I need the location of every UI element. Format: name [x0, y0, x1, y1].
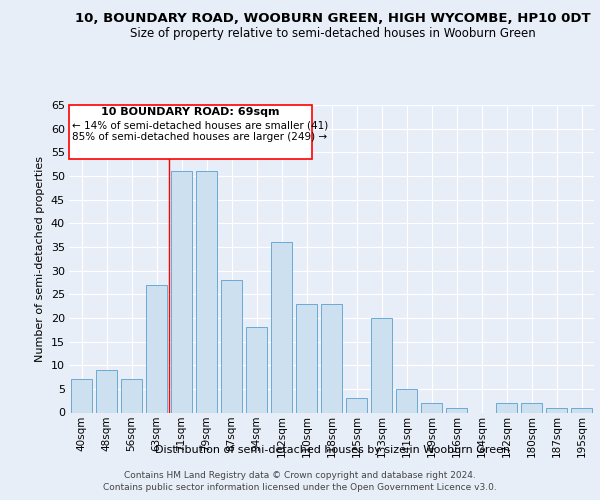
- Text: Contains HM Land Registry data © Crown copyright and database right 2024.: Contains HM Land Registry data © Crown c…: [124, 472, 476, 480]
- Bar: [421, 403, 442, 412]
- Bar: [171, 171, 192, 412]
- Text: ← 14% of semi-detached houses are smaller (41): ← 14% of semi-detached houses are smalle…: [72, 120, 328, 130]
- Text: 85% of semi-detached houses are larger (249) →: 85% of semi-detached houses are larger (…: [72, 132, 327, 142]
- Bar: [321, 304, 342, 412]
- Bar: [496, 403, 517, 412]
- Text: 10 BOUNDARY ROAD: 69sqm: 10 BOUNDARY ROAD: 69sqm: [101, 107, 280, 117]
- Bar: [546, 408, 567, 412]
- Bar: [96, 370, 117, 412]
- Text: Contains public sector information licensed under the Open Government Licence v3: Contains public sector information licen…: [103, 482, 497, 492]
- Bar: [396, 389, 417, 412]
- Bar: [71, 380, 92, 412]
- Bar: [196, 171, 217, 412]
- Text: Distribution of semi-detached houses by size in Wooburn Green: Distribution of semi-detached houses by …: [155, 445, 511, 455]
- Text: Size of property relative to semi-detached houses in Wooburn Green: Size of property relative to semi-detach…: [130, 28, 536, 40]
- Bar: [446, 408, 467, 412]
- Bar: [121, 380, 142, 412]
- Bar: [246, 328, 267, 412]
- Y-axis label: Number of semi-detached properties: Number of semi-detached properties: [35, 156, 45, 362]
- Bar: [521, 403, 542, 412]
- Bar: [571, 408, 592, 412]
- Bar: [371, 318, 392, 412]
- Bar: [221, 280, 242, 412]
- Bar: [271, 242, 292, 412]
- Text: 10, BOUNDARY ROAD, WOOBURN GREEN, HIGH WYCOMBE, HP10 0DT: 10, BOUNDARY ROAD, WOOBURN GREEN, HIGH W…: [75, 12, 591, 26]
- Bar: [296, 304, 317, 412]
- Bar: [146, 285, 167, 412]
- Bar: [346, 398, 367, 412]
